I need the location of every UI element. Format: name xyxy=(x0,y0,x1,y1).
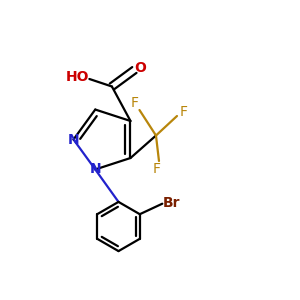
Text: F: F xyxy=(153,161,160,176)
Text: N: N xyxy=(89,163,101,176)
Text: Br: Br xyxy=(163,196,181,210)
Text: N: N xyxy=(68,133,79,146)
Text: O: O xyxy=(134,61,146,75)
Text: F: F xyxy=(131,96,139,110)
Text: F: F xyxy=(180,104,188,118)
Text: HO: HO xyxy=(66,70,90,84)
